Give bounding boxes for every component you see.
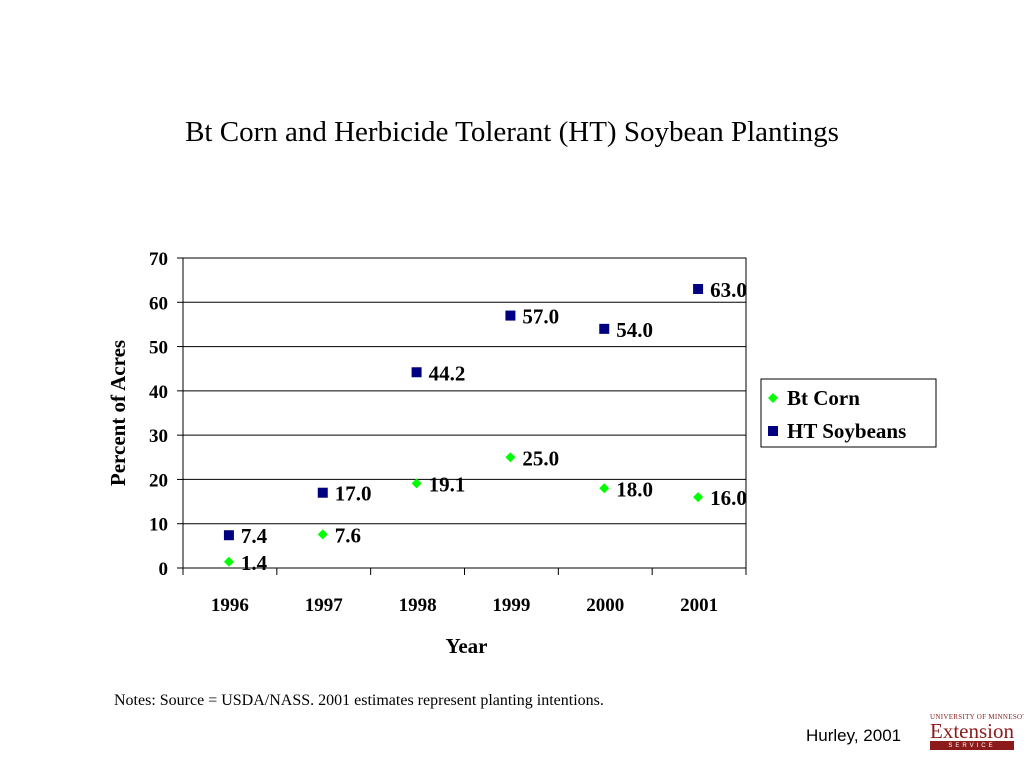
y-axis: 0 10 20 30 40 50 60 70	[149, 249, 183, 580]
ht-soybeans-point	[411, 367, 422, 378]
data-points: 1.4 7.6 19.1 25.0 18.0 16.0 7.4 17.0 44.2 57.0 54.…	[223, 278, 747, 575]
logo-service: SERVICE	[930, 742, 1014, 750]
ht-soybeans-data-label: 7.4	[241, 524, 268, 548]
y-tick-label: 0	[159, 559, 169, 580]
ht-soybeans-point	[693, 284, 704, 294]
y-tick-label: 20	[149, 470, 168, 491]
x-tick-label: 1998	[399, 595, 437, 616]
legend-label-bt-corn: Bt Corn	[787, 386, 860, 410]
y-tick-label: 70	[149, 249, 168, 270]
extension-logo: UNIVERSITY OF MINNESOTA Extension SERVIC…	[930, 713, 1024, 751]
bt-corn-data-label: 19.1	[429, 472, 466, 496]
ht-soybeans-point	[223, 530, 234, 541]
bt-corn-point	[317, 529, 328, 540]
x-tick-label: 1997	[305, 595, 344, 616]
credit-text: Hurley, 2001	[806, 726, 902, 745]
ht-soybeans-data-label: 63.0	[710, 278, 747, 302]
bt-corn-data-label: 7.6	[335, 523, 361, 547]
gridlines	[183, 301, 746, 525]
y-tick-label: 50	[149, 338, 168, 359]
chart-title: Bt Corn and Herbicide Tolerant (HT) Soyb…	[185, 116, 839, 148]
y-axis-title: Percent of Acres	[106, 340, 130, 486]
logo-university: UNIVERSITY OF MINNESOTA	[930, 713, 1024, 721]
x-tick-label: 1996	[211, 595, 249, 616]
ht-soybeans-data-label: 57.0	[522, 305, 559, 329]
x-axis: 1996 1997 1998 1999 2000 2001	[182, 568, 747, 616]
legend-marker-bt-corn	[768, 393, 778, 403]
x-tick-label: 1999	[492, 595, 530, 616]
bt-corn-point	[693, 492, 704, 503]
logo-wordmark: Extension	[930, 719, 1014, 743]
y-tick-label: 40	[149, 382, 168, 403]
legend-box	[760, 378, 937, 448]
ht-soybeans-data-label: 44.2	[429, 361, 466, 385]
legend: Bt Corn HT Soybeans	[760, 378, 937, 448]
ht-soybeans-point	[599, 323, 610, 334]
bt-corn-data-label: 25.0	[522, 446, 559, 470]
ht-soybeans-point	[317, 487, 328, 498]
ht-soybeans-data-label: 54.0	[616, 318, 653, 342]
bt-corn-point	[505, 452, 516, 463]
legend-label-ht-soybeans: HT Soybeans	[787, 419, 906, 443]
x-tick-label: 2000	[586, 595, 624, 616]
ht-soybeans-data-label: 17.0	[335, 482, 372, 506]
bt-corn-point	[223, 556, 234, 567]
bt-corn-point	[599, 483, 610, 494]
x-axis-title: Year	[446, 634, 488, 658]
bt-corn-data-label: 18.0	[616, 477, 653, 501]
bt-corn-data-label: 1.4	[241, 551, 268, 575]
notes-text: Notes: Source = USDA/NASS. 2001 estimate…	[114, 692, 604, 709]
bt-corn-point	[411, 478, 422, 489]
bt-corn-data-label: 16.0	[710, 486, 747, 510]
legend-marker-ht-soybeans	[768, 426, 778, 436]
y-tick-label: 30	[149, 426, 168, 447]
y-tick-label: 60	[149, 293, 168, 314]
x-tick-label: 2001	[680, 595, 718, 616]
y-tick-label: 10	[149, 515, 168, 536]
ht-soybeans-point	[505, 310, 516, 321]
plot-area	[182, 257, 747, 569]
